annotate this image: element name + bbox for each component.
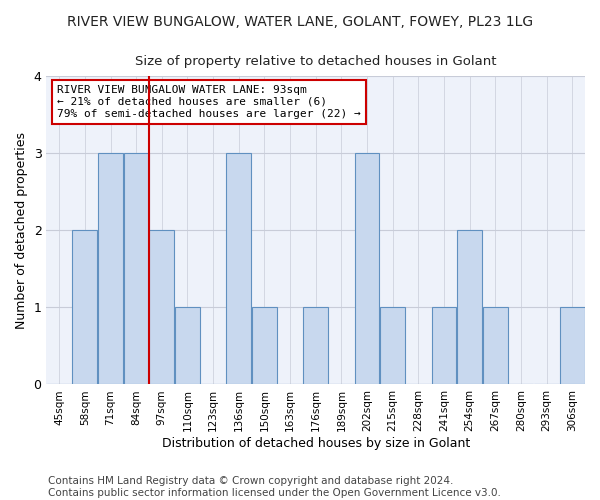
Title: Size of property relative to detached houses in Golant: Size of property relative to detached ho… [135, 55, 496, 68]
Bar [483, 308, 508, 384]
Text: Contains HM Land Registry data © Crown copyright and database right 2024.
Contai: Contains HM Land Registry data © Crown c… [48, 476, 501, 498]
Bar [149, 230, 174, 384]
Bar [355, 153, 379, 384]
Bar [73, 230, 97, 384]
Bar [560, 308, 584, 384]
Bar [124, 153, 149, 384]
Bar [431, 308, 457, 384]
Text: RIVER VIEW BUNGALOW, WATER LANE, GOLANT, FOWEY, PL23 1LG: RIVER VIEW BUNGALOW, WATER LANE, GOLANT,… [67, 15, 533, 29]
Bar [380, 308, 405, 384]
Bar [98, 153, 123, 384]
X-axis label: Distribution of detached houses by size in Golant: Distribution of detached houses by size … [161, 437, 470, 450]
Text: RIVER VIEW BUNGALOW WATER LANE: 93sqm
← 21% of detached houses are smaller (6)
7: RIVER VIEW BUNGALOW WATER LANE: 93sqm ← … [57, 86, 361, 118]
Y-axis label: Number of detached properties: Number of detached properties [15, 132, 28, 329]
Bar [457, 230, 482, 384]
Bar [226, 153, 251, 384]
Bar [252, 308, 277, 384]
Bar [303, 308, 328, 384]
Bar [175, 308, 200, 384]
